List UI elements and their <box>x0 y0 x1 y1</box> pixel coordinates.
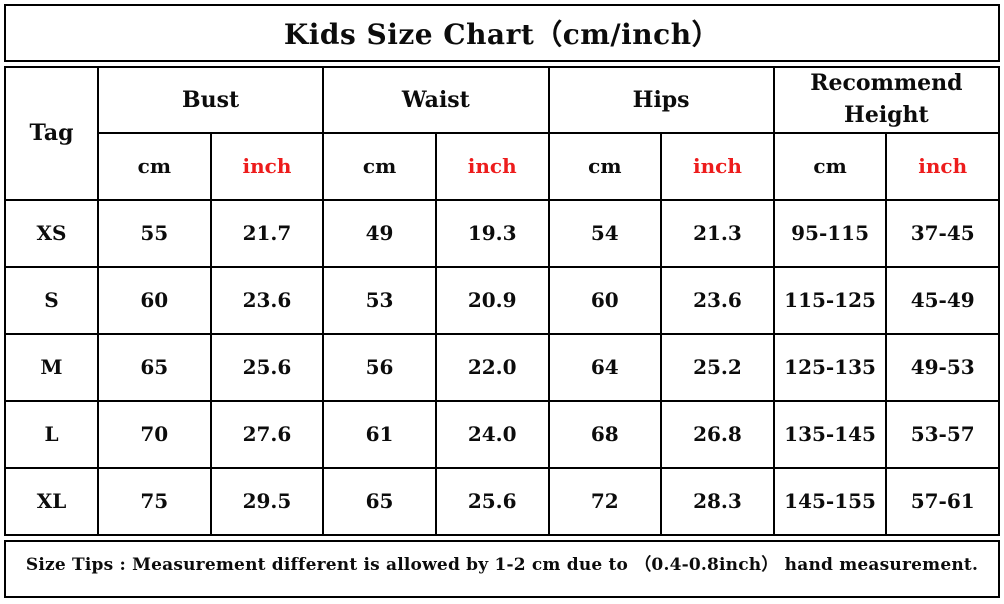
height-cm-value: 125-135 <box>772 332 888 402</box>
chart-title-box: Kids Size Chart（cm/inch） <box>4 4 1000 62</box>
height-inch-value: 45-49 <box>885 265 1000 335</box>
hips-cm-value: 72 <box>547 466 663 537</box>
unit-height-cm: cm <box>772 131 888 201</box>
tag-column-header: Tag <box>4 66 99 201</box>
unit-waist-inch: inch <box>434 131 550 201</box>
unit-bust-inch: inch <box>209 131 325 201</box>
waist-inch-value: 22.0 <box>434 332 550 402</box>
bust-cm-value: 65 <box>97 332 212 402</box>
table-row-l: L 70 27.6 61 24.0 68 26.8 135-145 53-57 <box>4 399 1000 469</box>
hips-cm-value: 68 <box>547 399 663 469</box>
size-tips-box: Size Tips : Measurement different is all… <box>4 540 1000 598</box>
group-header-row: Tag Bust Waist Hips Recommend Height <box>4 66 1001 201</box>
waist-cm-value: 56 <box>322 332 437 402</box>
unit-bust-cm: cm <box>97 131 212 201</box>
size-tips-text: Size Tips : Measurement different is all… <box>25 555 979 575</box>
bust-cm-value: 60 <box>97 265 212 335</box>
height-cm-value: 135-145 <box>772 399 888 469</box>
waist-cm-value: 49 <box>322 198 437 268</box>
group-header-waist: Waist <box>322 66 550 134</box>
table-row-xl: XL 75 29.5 65 25.6 72 28.3 145-155 57-61 <box>4 466 1000 537</box>
hips-inch-value: 26.8 <box>660 399 775 469</box>
bust-cm-value: 75 <box>97 466 212 537</box>
unit-hips-cm: cm <box>547 131 663 201</box>
bust-inch-value: 25.6 <box>209 332 325 402</box>
size-tag: S <box>4 265 99 335</box>
group-header-recommend-height: Recommend Height <box>772 66 1001 134</box>
size-tag: XL <box>4 466 99 537</box>
bust-inch-value: 27.6 <box>209 399 325 469</box>
waist-inch-value: 25.6 <box>434 466 550 537</box>
height-cm-value: 145-155 <box>772 466 888 537</box>
height-cm-value: 115-125 <box>772 265 888 335</box>
height-inch-value: 53-57 <box>885 399 1000 469</box>
bust-cm-value: 55 <box>97 198 212 268</box>
unit-height-inch: inch <box>885 131 1000 201</box>
waist-inch-value: 20.9 <box>434 265 550 335</box>
waist-cm-value: 61 <box>322 399 437 469</box>
height-inch-value: 37-45 <box>885 198 1000 268</box>
size-tag: XS <box>4 198 99 268</box>
page-title: Kids Size Chart（cm/inch） <box>283 18 721 51</box>
size-tag: M <box>4 332 99 402</box>
bust-inch-value: 23.6 <box>209 265 325 335</box>
unit-waist-cm: cm <box>322 131 437 201</box>
unit-hips-inch: inch <box>660 131 775 201</box>
table-row-xs: XS 55 21.7 49 19.3 54 21.3 95-115 37-45 <box>4 198 1000 268</box>
unit-header-row: cm inch cm inch cm inch cm inch <box>5 131 1000 201</box>
hips-cm-value: 54 <box>547 198 663 268</box>
bust-inch-value: 21.7 <box>209 198 325 268</box>
height-inch-value: 49-53 <box>885 332 1000 402</box>
hips-inch-value: 28.3 <box>660 466 775 537</box>
group-header-recommend-height-label: Recommend Height <box>810 70 963 128</box>
hips-inch-value: 25.2 <box>660 332 775 402</box>
table-row-s: S 60 23.6 53 20.9 60 23.6 115-125 45-49 <box>4 265 1000 335</box>
bust-cm-value: 70 <box>97 399 212 469</box>
height-inch-value: 57-61 <box>885 466 1000 537</box>
waist-cm-value: 65 <box>322 466 437 537</box>
height-cm-value: 95-115 <box>772 198 888 268</box>
waist-cm-value: 53 <box>322 265 437 335</box>
group-header-hips: Hips <box>547 66 775 134</box>
hips-inch-value: 21.3 <box>660 198 775 268</box>
table-row-m: M 65 25.6 56 22.0 64 25.2 125-135 49-53 <box>4 332 1000 402</box>
size-tag: L <box>4 399 99 469</box>
hips-cm-value: 60 <box>547 265 663 335</box>
bust-inch-value: 29.5 <box>209 466 325 537</box>
group-header-bust: Bust <box>96 66 325 134</box>
waist-inch-value: 24.0 <box>434 399 550 469</box>
hips-cm-value: 64 <box>547 332 663 402</box>
waist-inch-value: 19.3 <box>434 198 550 268</box>
hips-inch-value: 23.6 <box>660 265 775 335</box>
size-chart-table: Tag Bust Waist Hips Recommend Height cm … <box>4 66 1001 537</box>
